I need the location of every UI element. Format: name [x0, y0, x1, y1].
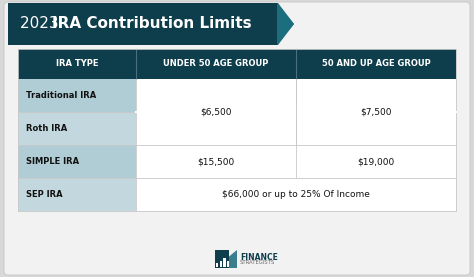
Bar	[223, 258, 226, 267]
Bar	[215, 250, 229, 268]
Bar	[18, 49, 456, 79]
FancyBboxPatch shape	[4, 2, 470, 275]
Text: 2023: 2023	[20, 17, 64, 32]
Text: $66,000 or up to 25% Of Income: $66,000 or up to 25% Of Income	[222, 190, 370, 199]
Bar	[136, 79, 296, 112]
Bar	[296, 79, 456, 112]
Text: IRA TYPE: IRA TYPE	[56, 60, 98, 68]
Text: IRA Contribution Limits: IRA Contribution Limits	[52, 17, 252, 32]
Bar	[18, 79, 136, 112]
Text: $6,500: $6,500	[200, 107, 232, 117]
Text: Traditional IRA: Traditional IRA	[26, 91, 96, 100]
Text: SIMPLE IRA: SIMPLE IRA	[26, 157, 79, 166]
Text: $7,500: $7,500	[360, 107, 392, 117]
Bar	[227, 261, 229, 267]
Text: 50 AND UP AGE GROUP: 50 AND UP AGE GROUP	[322, 60, 430, 68]
Bar	[296, 145, 456, 178]
Bar	[8, 3, 278, 45]
Bar	[136, 145, 296, 178]
Bar	[136, 112, 296, 145]
Text: $15,500: $15,500	[197, 157, 235, 166]
Bar	[216, 263, 219, 267]
Bar	[18, 112, 136, 145]
Text: Roth IRA: Roth IRA	[26, 124, 67, 133]
Bar	[18, 145, 136, 178]
Polygon shape	[277, 3, 294, 45]
Bar	[215, 250, 237, 268]
Bar	[18, 178, 136, 211]
Bar	[296, 112, 456, 145]
Bar	[219, 261, 222, 267]
Polygon shape	[215, 250, 237, 268]
Text: SEP IRA: SEP IRA	[26, 190, 63, 199]
Text: FINANCE: FINANCE	[240, 253, 278, 261]
Text: $19,000: $19,000	[357, 157, 395, 166]
Polygon shape	[278, 3, 294, 45]
Text: UNDER 50 AGE GROUP: UNDER 50 AGE GROUP	[164, 60, 269, 68]
Text: STRATEGISTS: STRATEGISTS	[240, 260, 275, 265]
Bar	[136, 178, 456, 211]
